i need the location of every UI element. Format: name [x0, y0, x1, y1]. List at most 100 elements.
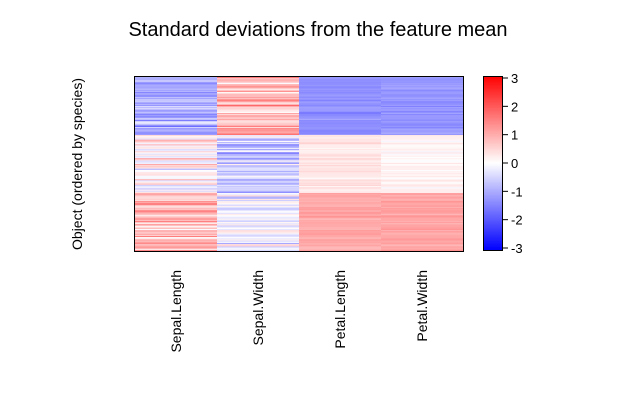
heatmap-cell: [299, 94, 382, 96]
heatmap-cell: [381, 155, 464, 158]
heatmap-cell: [217, 88, 300, 91]
heatmap-cell: [381, 204, 464, 207]
colorbar-swatch: [483, 152, 502, 155]
heatmap-cell: [135, 179, 218, 181]
heatmap-cell: [217, 246, 300, 248]
colorbar-swatch: [483, 221, 502, 223]
heatmap-cell: [135, 109, 218, 111]
heatmap-cell: [381, 85, 464, 87]
heatmap-cell: [217, 249, 300, 252]
heatmap-cell: [381, 241, 464, 244]
heatmap-cell: [135, 87, 218, 89]
heatmap-cell: [381, 131, 464, 134]
heatmap-cell: [217, 182, 300, 185]
heatmap-cell: [299, 86, 382, 88]
column-label: Sepal.Width: [250, 270, 266, 345]
colorbar-swatch: [483, 167, 502, 170]
heatmap-cell: [217, 116, 300, 118]
heatmap-cell: [135, 245, 218, 247]
heatmap-cell: [381, 141, 464, 144]
colorbar-swatch: [483, 228, 502, 231]
heatmap-cell: [381, 133, 464, 136]
heatmap-cell: [217, 81, 300, 84]
heatmap-cell: [299, 161, 382, 164]
heatmap-cell: [381, 167, 464, 169]
heatmap-cell: [381, 93, 464, 95]
heatmap-cell: [135, 159, 218, 161]
colorbar-swatch: [483, 81, 502, 84]
heatmap-cell: [217, 124, 300, 127]
heatmap-cell: [217, 235, 300, 238]
heatmap-cell: [299, 189, 382, 192]
heatmap-cell: [217, 173, 300, 175]
heatmap-cell: [299, 150, 382, 152]
colorbar-swatch: [483, 163, 502, 165]
heatmap-cell: [217, 166, 300, 168]
heatmap-cell: [299, 133, 382, 136]
heatmap-cell: [135, 162, 218, 165]
colorbar-swatch: [483, 223, 502, 226]
heatmap-cell: [217, 99, 300, 101]
heatmap-cell: [381, 218, 464, 221]
colorbar-swatch: [483, 196, 502, 199]
heatmap-cell: [381, 212, 464, 215]
heatmap-cell: [135, 202, 218, 204]
heatmap-cell: [299, 117, 382, 120]
heatmap-cell: [217, 169, 300, 172]
heatmap-cell: [381, 166, 464, 168]
heatmap-cell: [135, 118, 218, 121]
heatmap-cell: [381, 239, 464, 241]
heatmap-cell: [381, 226, 464, 229]
heatmap-cell: [217, 194, 300, 196]
heatmap-cell: [135, 85, 218, 87]
heatmap-cell: [135, 158, 218, 160]
colorbar-swatch: [483, 100, 502, 103]
colorbar-swatch: [483, 86, 502, 88]
heatmap-cell: [135, 240, 218, 243]
heatmap-cell: [135, 150, 218, 152]
heatmap-cell: [381, 96, 464, 99]
heatmap-cell: [381, 140, 464, 143]
heatmap-cell: [135, 165, 218, 167]
heatmap-cell: [135, 173, 218, 175]
heatmap-cell: [217, 189, 300, 192]
colorbar-swatch: [483, 207, 502, 210]
heatmap-cell: [299, 187, 382, 189]
colorbar-swatch: [483, 83, 502, 86]
heatmap-cell: [299, 141, 382, 144]
heatmap-cell: [217, 164, 300, 166]
heatmap-cell: [217, 128, 300, 130]
colorbar-swatch: [483, 200, 502, 203]
heatmap-cell: [217, 161, 300, 164]
heatmap-cell: [217, 212, 300, 215]
heatmap-cell: [381, 195, 464, 197]
colorbar-swatch: [483, 164, 502, 167]
colorbar-swatch: [483, 242, 502, 245]
colorbar-swatch: [483, 213, 502, 216]
colorbar-swatch: [483, 174, 502, 177]
colorbar-swatch: [483, 190, 502, 193]
heatmap-cell: [381, 126, 464, 129]
heatmap-cell: [217, 242, 300, 245]
heatmap-cell: [381, 246, 464, 248]
heatmap-cell: [135, 172, 218, 174]
heatmap-cell: [299, 102, 382, 105]
heatmap-cell: [135, 79, 218, 81]
heatmap-cell: [381, 102, 464, 105]
heatmap-cell: [299, 217, 382, 219]
heatmap-cells: [135, 77, 464, 252]
heatmap-cell: [381, 116, 464, 118]
colorbar-swatch: [483, 244, 502, 247]
heatmap-cell: [381, 189, 464, 192]
heatmap-cell: [217, 219, 300, 222]
heatmap-cell: [381, 224, 464, 226]
heatmap-cell: [299, 190, 382, 193]
heatmap-cell: [299, 199, 382, 202]
heatmap-cell: [217, 131, 300, 134]
colorbar-swatch: [483, 99, 502, 102]
heatmap-cell: [381, 143, 464, 145]
heatmap-cell: [381, 101, 464, 103]
heatmap-cell: [381, 245, 464, 247]
heatmap-cell: [381, 92, 464, 94]
